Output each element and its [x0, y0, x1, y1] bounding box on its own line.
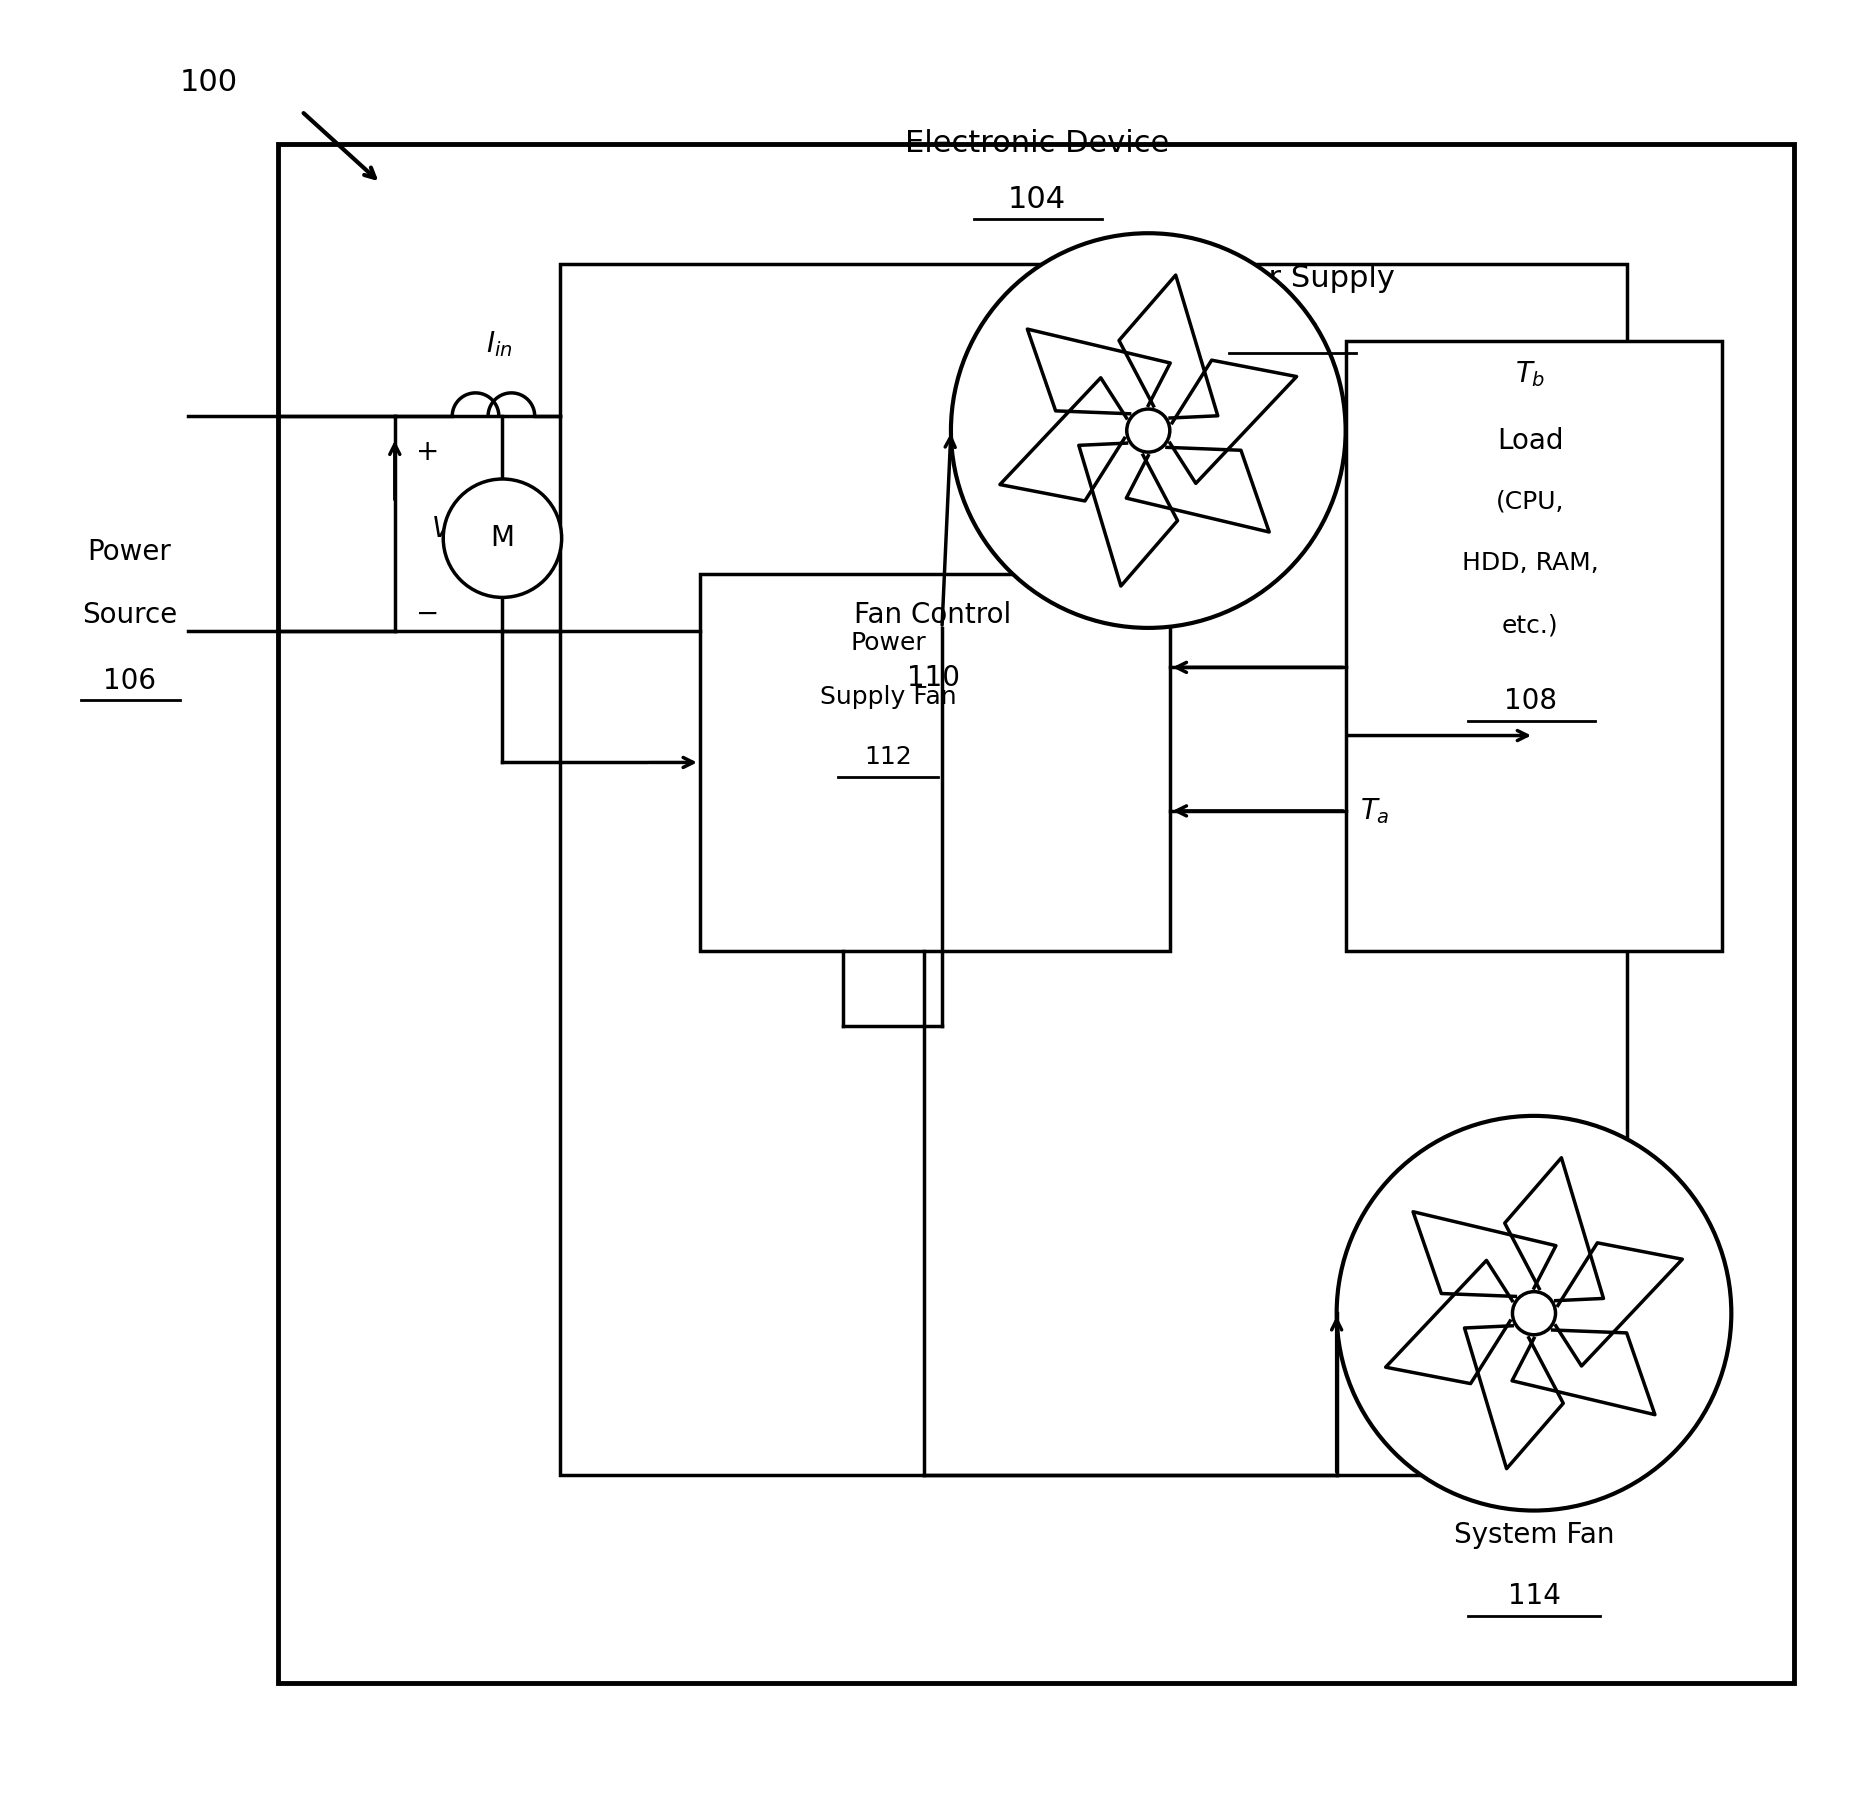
Text: Power Supply: Power Supply — [1189, 264, 1394, 292]
Circle shape — [1513, 1292, 1556, 1335]
Text: 106: 106 — [103, 667, 155, 696]
Text: 108: 108 — [1504, 687, 1556, 716]
Text: Source: Source — [82, 601, 177, 630]
Bar — [1345, 341, 1722, 951]
Text: $V_{in}$: $V_{in}$ — [431, 515, 468, 544]
Text: +: + — [416, 438, 440, 466]
Text: (CPU,: (CPU, — [1497, 490, 1566, 513]
Text: 114: 114 — [1508, 1582, 1560, 1611]
Text: Load: Load — [1497, 427, 1564, 456]
Circle shape — [1127, 409, 1170, 452]
Text: etc.): etc.) — [1502, 614, 1558, 637]
Text: $I_{in}$: $I_{in}$ — [485, 328, 511, 359]
Text: 112: 112 — [864, 745, 912, 768]
Text: Electronic Device: Electronic Device — [905, 129, 1170, 158]
Bar — [278, 144, 1793, 1683]
Text: 110: 110 — [907, 664, 959, 692]
Circle shape — [1336, 1116, 1732, 1511]
Text: Supply Fan: Supply Fan — [819, 685, 957, 709]
Text: 100: 100 — [179, 68, 237, 97]
Text: Fan Control: Fan Control — [855, 601, 1011, 630]
Text: System Fan: System Fan — [1454, 1521, 1614, 1550]
Text: $T_a$: $T_a$ — [1360, 797, 1390, 825]
Text: 104: 104 — [1008, 185, 1065, 213]
Text: $T_b$: $T_b$ — [1515, 359, 1545, 389]
Bar — [700, 574, 1170, 951]
Circle shape — [952, 233, 1345, 628]
Text: Power: Power — [851, 631, 926, 655]
Text: Power: Power — [88, 538, 172, 567]
Text: 102: 102 — [1263, 319, 1321, 348]
Text: −: − — [416, 599, 440, 628]
Text: M: M — [491, 524, 515, 553]
Text: HDD, RAM,: HDD, RAM, — [1463, 551, 1599, 574]
Circle shape — [444, 479, 562, 597]
Bar — [560, 264, 1627, 1475]
